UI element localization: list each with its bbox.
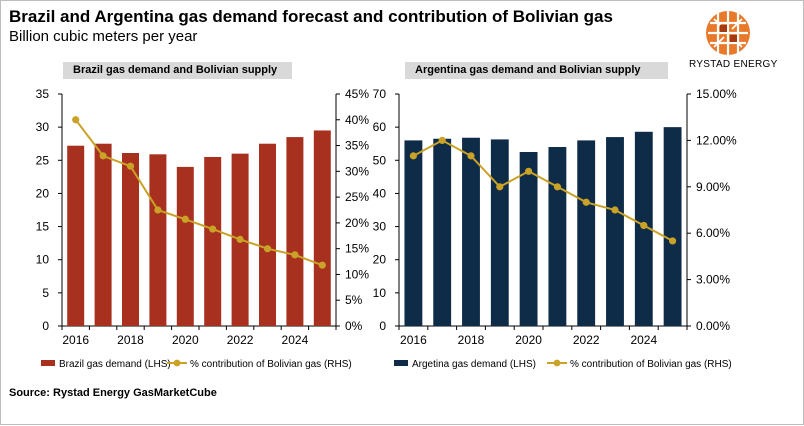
bar-2017	[94, 143, 112, 326]
right-y-tick-label: 35%	[345, 139, 369, 153]
bar-2022	[577, 140, 596, 326]
bar-2017	[433, 138, 452, 326]
right-y-tick-label: 40%	[345, 113, 369, 127]
bar-2025	[313, 130, 331, 326]
line-point-2025	[669, 237, 677, 245]
bar-2020	[176, 166, 194, 326]
left-y-tick-label: 30	[373, 220, 387, 234]
legend-bar-label: Argetina gas demand (LHS)	[412, 359, 536, 370]
line-point-2021	[553, 183, 562, 191]
left-y-tick-label: 35	[36, 87, 50, 101]
line-point-2020	[181, 215, 189, 223]
bar-2023	[606, 137, 624, 326]
line-point-2019	[496, 183, 504, 191]
legend-bar-swatch	[394, 360, 408, 366]
chart-main-title: Brazil and Argentina gas demand forecast…	[9, 7, 613, 26]
left-y-tick-label: 10	[373, 286, 387, 300]
x-tick-label: 2018	[458, 333, 485, 347]
bar-2021	[548, 147, 567, 326]
left-y-tick-label: 30	[36, 120, 50, 134]
x-tick-label: 2024	[282, 333, 309, 347]
x-tick-label: 2016	[400, 333, 427, 347]
x-tick-label: 2016	[62, 333, 89, 347]
right-y-tick-label: 25%	[345, 190, 369, 204]
left-y-tick-label: 0	[379, 319, 386, 333]
bar-2019	[149, 154, 167, 326]
chart-subtitle: Billion cubic meters per year	[9, 28, 198, 45]
right-y-tick-label: 0.00%	[696, 319, 730, 333]
line-point-2024	[640, 221, 648, 230]
line-point-2017	[99, 152, 107, 160]
legend-line-marker	[553, 359, 561, 367]
left-y-tick-label: 60	[373, 120, 387, 134]
line-point-2024	[291, 251, 299, 259]
x-tick-label: 2018	[117, 333, 144, 347]
line-point-2019	[154, 206, 162, 214]
legend-line-label: % contribution of Bolivian gas (RHS)	[190, 359, 352, 370]
legend-line-marker	[173, 359, 181, 367]
bolivian-share-line	[412, 139, 674, 242]
x-tick-label: 2022	[573, 333, 600, 347]
left-y-tick-label: 50	[373, 153, 387, 167]
bar-2018	[122, 152, 139, 326]
left-y-tick-label: 70	[373, 87, 387, 101]
left-y-tick-label: 20	[36, 186, 50, 200]
right-y-tick-label: 5%	[345, 293, 363, 307]
x-tick-label: 2020	[172, 333, 199, 347]
right-y-tick-label: 15.00%	[696, 87, 737, 101]
right-y-tick-label: 0%	[345, 319, 363, 333]
x-tick-label: 2024	[630, 333, 657, 347]
line-point-2022	[236, 235, 244, 243]
right-y-tick-label: 45%	[345, 87, 369, 101]
logo-text: RYSTAD ENERGY	[689, 59, 778, 70]
right-y-tick-label: 30%	[345, 164, 369, 178]
legend-bar-swatch	[41, 360, 55, 366]
left-y-tick-label: 10	[36, 253, 50, 267]
bar-2019	[490, 139, 509, 326]
left-y-tick-label: 15	[36, 220, 50, 234]
line-point-2016	[72, 116, 80, 124]
x-tick-label: 2020	[515, 333, 542, 347]
line-point-2023	[263, 245, 272, 253]
left-y-tick-label: 40	[373, 186, 387, 200]
x-tick-label: 2022	[227, 333, 254, 347]
right-y-tick-label: 12.00%	[696, 133, 737, 147]
right-y-tick-label: 10%	[345, 267, 369, 281]
line-point-2021	[209, 225, 217, 233]
bar-2016	[67, 145, 85, 326]
bar-2020	[519, 152, 538, 326]
line-point-2017	[438, 136, 446, 144]
bar-2018	[462, 137, 480, 326]
line-point-2020	[525, 167, 533, 175]
line-point-2023	[611, 206, 619, 214]
bar-2024	[286, 137, 304, 326]
right-y-tick-label: 9.00%	[696, 180, 730, 194]
right-y-tick-label: 20%	[345, 216, 369, 230]
right-y-tick-label: 6.00%	[696, 226, 730, 240]
line-point-2018	[467, 152, 475, 160]
legend-line-label: % contribution of Bolivian gas (RHS)	[570, 359, 732, 370]
source-note: Source: Rystad Energy GasMarketCube	[9, 387, 217, 399]
right-panel-title: Argentina gas demand and Bolivian supply	[405, 62, 668, 79]
line-point-2022	[582, 198, 590, 206]
legend-bar-label: Brazil gas demand (LHS)	[59, 359, 171, 370]
bar-2021	[204, 156, 222, 326]
left-y-tick-label: 20	[373, 253, 387, 267]
right-y-tick-label: 3.00%	[696, 273, 730, 287]
bar-2016	[404, 140, 423, 326]
line-point-2018	[126, 162, 135, 170]
bolivian-share-line	[74, 119, 323, 267]
left-y-tick-label: 25	[36, 153, 50, 167]
line-point-2025	[318, 261, 326, 269]
bar-2023	[259, 143, 276, 326]
rystad-logo-icon	[706, 11, 750, 55]
line-point-2016	[409, 152, 417, 160]
left-y-tick-label: 5	[42, 286, 49, 300]
left-y-tick-label: 0	[42, 319, 49, 333]
bar-2025	[663, 127, 682, 327]
right-y-tick-label: 15%	[345, 242, 369, 256]
left-panel-title: Brazil gas demand and Bolivian supply	[63, 62, 292, 79]
